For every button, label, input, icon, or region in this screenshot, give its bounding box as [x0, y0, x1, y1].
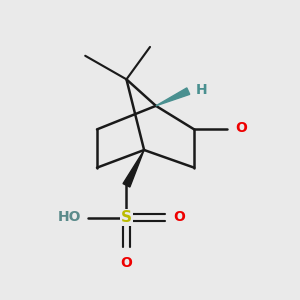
- Text: HO: HO: [57, 210, 81, 224]
- Text: O: O: [121, 256, 132, 270]
- Text: H: H: [196, 82, 207, 97]
- Text: S: S: [121, 210, 132, 225]
- Text: O: O: [174, 210, 185, 224]
- Polygon shape: [123, 150, 144, 187]
- Text: O: O: [236, 121, 247, 135]
- Polygon shape: [156, 88, 190, 106]
